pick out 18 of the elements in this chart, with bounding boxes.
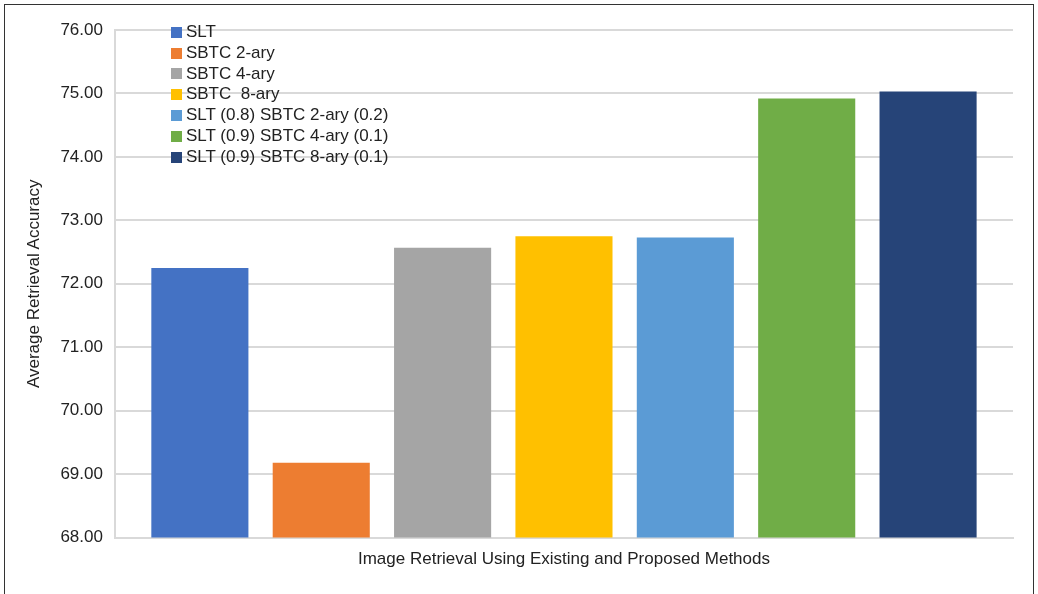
legend-label: SBTC 2-ary (185, 42, 275, 64)
y-tick-label: 70.00 (60, 400, 103, 420)
y-tick-label: 71.00 (60, 336, 103, 356)
legend-label: SBTC 8-ary (185, 84, 280, 106)
y-tick-label: 73.00 (60, 210, 103, 230)
legend-label: SLT (185, 22, 216, 43)
y-tick-label: 75.00 (60, 83, 103, 103)
legend-label: SLT (0.8) SBTC 2-ary (0.2) (185, 105, 389, 126)
y-tick-label: 72.00 (60, 273, 103, 293)
x-axis-title: Image Retrieval Using Existing and Proposed Methods (357, 549, 770, 569)
y-tick-label: 69.00 (60, 463, 103, 483)
legend-label: SLT (0.9) SBTC 4-ary (0.1) (185, 125, 389, 147)
y-tick-label: 68.00 (60, 527, 103, 547)
y-tick-label: 76.00 (60, 19, 103, 39)
legend-label: SBTC 4-ary (185, 63, 275, 85)
y-axis-title: Average Retrieval Accuracy (23, 179, 43, 389)
y-tick-label: 74.00 (60, 146, 103, 166)
legend-label: SLT (0.9) SBTC 8-ary (0.1) (185, 146, 389, 168)
